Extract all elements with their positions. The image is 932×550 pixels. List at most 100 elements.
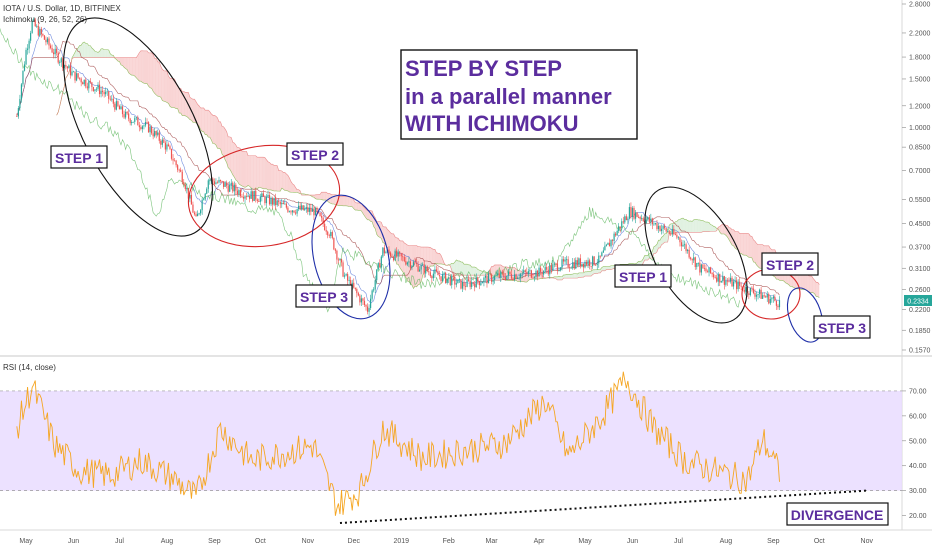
ichimoku-cloud-segment xyxy=(186,92,189,118)
candle-body xyxy=(546,267,548,270)
ichimoku-cloud-segment xyxy=(465,264,468,276)
candle-body xyxy=(132,121,134,123)
ichimoku-cloud-segment xyxy=(284,172,287,191)
candle-body xyxy=(271,198,274,205)
candle-body xyxy=(587,260,589,265)
candle-body xyxy=(530,270,532,278)
candle-body xyxy=(177,165,179,170)
ichimoku-cloud-segment xyxy=(562,274,564,280)
candle-body xyxy=(16,116,18,118)
candle-body xyxy=(80,78,82,83)
step2-left-box xyxy=(286,142,344,166)
candle-body xyxy=(293,210,295,213)
candle-body xyxy=(760,289,762,299)
ichimoku-cloud-segment xyxy=(577,272,579,279)
candle-body xyxy=(647,217,649,220)
ichimoku-cloud-segment xyxy=(404,242,406,278)
ichimoku-cloud-segment xyxy=(588,271,590,277)
ichimoku-cloud-segment xyxy=(166,70,169,104)
candle-body xyxy=(625,216,627,221)
candle-body xyxy=(154,131,156,137)
ichimoku-cloud-segment xyxy=(392,233,394,258)
candle-body xyxy=(406,262,408,265)
ichimoku-cloud-segment xyxy=(104,49,106,58)
candle-body xyxy=(307,207,309,212)
candle-body xyxy=(54,48,56,55)
ichimoku-cloud-segment xyxy=(600,267,602,273)
candle-body xyxy=(46,38,49,43)
ichimoku-cloud-segment xyxy=(157,61,160,97)
candle-body xyxy=(186,187,188,190)
ichimoku-line xyxy=(56,50,820,285)
price-axis-label: 1.0000 xyxy=(909,125,931,132)
candle-body xyxy=(777,305,779,308)
candle-body xyxy=(22,70,24,85)
step3-right-box xyxy=(813,315,871,339)
candle-body xyxy=(736,280,738,290)
candle-body xyxy=(285,203,287,208)
candle-body xyxy=(203,199,205,201)
candle-body xyxy=(725,280,727,285)
candle-body xyxy=(91,82,93,88)
candle-body xyxy=(490,274,493,282)
candle-body xyxy=(270,198,272,205)
candle-body xyxy=(538,267,540,277)
ichimoku-cloud-segment xyxy=(702,220,705,232)
candle-body xyxy=(578,258,580,266)
ichimoku-cloud-segment xyxy=(453,262,455,276)
candle-body xyxy=(49,45,52,49)
ichimoku-cloud-segment xyxy=(147,50,149,87)
step2-right-label: STEP 2 xyxy=(766,257,814,273)
candle-body xyxy=(360,298,363,303)
candle-body xyxy=(141,126,144,130)
candle-body xyxy=(572,262,574,268)
candle-body xyxy=(385,251,387,254)
ichimoku-cloud-segment xyxy=(313,194,316,199)
candle-body xyxy=(68,65,70,69)
candle-body xyxy=(45,39,47,43)
ichimoku-cloud-segment xyxy=(578,272,581,278)
candle-body xyxy=(757,294,759,295)
ichimoku-cloud-segment xyxy=(215,116,218,149)
candle-body xyxy=(608,242,611,247)
candle-body xyxy=(581,263,583,267)
candle-body xyxy=(402,256,404,258)
ichimoku-cloud-segment xyxy=(173,78,175,108)
candle-body xyxy=(235,184,237,191)
candle-body xyxy=(428,271,430,273)
ichimoku-cloud-segment xyxy=(225,129,227,163)
candle-body xyxy=(365,305,367,307)
candle-body xyxy=(169,146,171,149)
ichimoku-cloud-segment xyxy=(678,219,680,233)
ichimoku-cloud-segment xyxy=(366,209,368,220)
ichimoku-cloud-segment xyxy=(571,274,573,279)
candle-body xyxy=(709,267,712,273)
ichimoku-cloud-segment xyxy=(471,267,474,276)
ichimoku-cloud-segment xyxy=(758,244,760,269)
candle-body xyxy=(345,274,347,276)
candle-body xyxy=(328,235,330,237)
step2-left-ellipse xyxy=(187,144,341,248)
candle-body xyxy=(616,230,618,236)
ichimoku-cloud-segment xyxy=(494,264,497,277)
candle-body xyxy=(564,259,566,262)
candle-body xyxy=(471,282,473,287)
ichimoku-cloud-segment xyxy=(473,267,475,276)
candle-body xyxy=(634,212,637,219)
candle-body xyxy=(637,216,640,218)
candle-body xyxy=(291,210,294,213)
candle-body xyxy=(284,203,286,205)
ichimoku-cloud-segment xyxy=(378,221,380,238)
candle-body xyxy=(229,184,231,192)
ichimoku-cloud-segment xyxy=(255,155,258,190)
ichimoku-cloud-segment xyxy=(696,219,699,233)
candle-body xyxy=(547,269,549,275)
ichimoku-cloud-segment xyxy=(569,274,572,279)
candle-body xyxy=(305,207,307,209)
candle-body xyxy=(628,207,631,219)
candle-body xyxy=(523,270,525,273)
candle-body xyxy=(373,289,375,291)
candle-body xyxy=(521,272,523,274)
ichimoku-cloud-segment xyxy=(464,264,466,276)
candle-body xyxy=(507,271,510,276)
